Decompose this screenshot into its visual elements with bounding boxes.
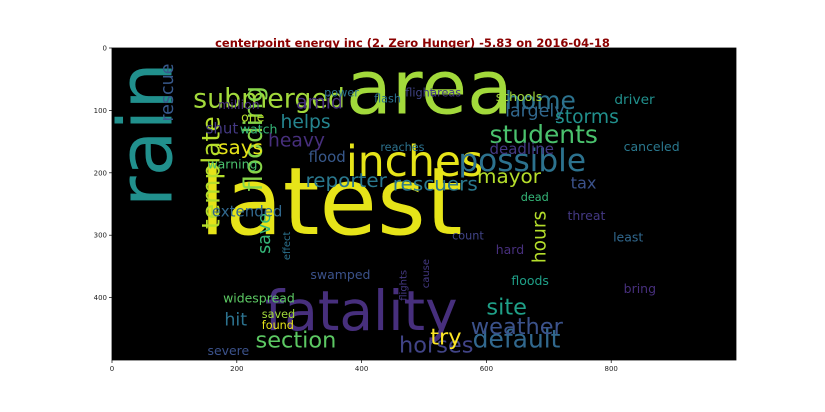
word-schools: schools xyxy=(496,89,542,104)
word-power: power xyxy=(324,87,359,100)
word-site: site xyxy=(486,294,527,320)
y-tick-label: 100 xyxy=(94,107,107,115)
plot-frame xyxy=(111,47,737,361)
word-floods: floods xyxy=(511,273,549,288)
word-save: save xyxy=(255,213,275,254)
plot-background xyxy=(112,48,736,360)
word-hit: hit xyxy=(224,311,247,331)
word-shut: shut xyxy=(206,119,239,137)
word-canceled: canceled xyxy=(624,139,680,154)
word-try: try xyxy=(430,324,461,350)
word-flood: flood xyxy=(309,148,346,166)
y-tick-label: 400 xyxy=(94,294,107,302)
word-home: home xyxy=(505,86,576,115)
word-flash: flash xyxy=(374,92,401,105)
word-swamped: swamped xyxy=(310,267,370,282)
word-weather: weather xyxy=(471,314,564,340)
word-amid: amid xyxy=(296,93,343,114)
word-deadline: deadline xyxy=(490,140,554,158)
word-million: million xyxy=(218,97,260,112)
word-rescue: rescue xyxy=(158,64,178,122)
word-widespread: widespread xyxy=(223,291,295,306)
y-tick-label: 0 xyxy=(103,45,107,53)
chart-title: centerpoint energy inc (2. Zero Hunger) … xyxy=(215,36,610,50)
word-mayor: mayor xyxy=(477,164,542,188)
word-hours: hours xyxy=(530,211,551,264)
y-tick-label: 300 xyxy=(94,232,107,240)
word-section: section xyxy=(256,328,337,354)
y-tick-label: 200 xyxy=(94,169,107,177)
word-cause: cause xyxy=(421,259,432,288)
word-one: one xyxy=(241,110,264,125)
word-template: template xyxy=(196,116,225,229)
word-driver: driver xyxy=(614,92,655,108)
word-possible: possible xyxy=(458,143,586,179)
word-watch: watch xyxy=(240,121,277,136)
word-submerged: submerged xyxy=(193,83,345,114)
word-students: students xyxy=(490,120,598,149)
word-warning: warning xyxy=(207,156,257,171)
word-default: default xyxy=(473,325,561,354)
word-flights: flights xyxy=(399,270,410,301)
word-areas: areas xyxy=(430,87,461,100)
x-tick-label: 600 xyxy=(480,365,493,373)
word-says: says xyxy=(218,135,263,159)
word-inches: inches xyxy=(346,138,483,187)
word-largely: largely xyxy=(505,102,564,122)
word-flight: flight xyxy=(405,87,434,100)
word-heavy: heavy xyxy=(268,131,325,152)
word-dead: dead xyxy=(521,191,549,204)
x-tick-label: 800 xyxy=(605,365,618,373)
word-storms: storms xyxy=(555,107,619,128)
word-reporter: reporter xyxy=(305,168,387,192)
word-extended: extended xyxy=(212,202,283,220)
word-effect: effect xyxy=(282,232,293,261)
word-area: area xyxy=(346,45,513,132)
word-rain: rain xyxy=(102,62,189,207)
word-bring: bring xyxy=(624,281,656,296)
x-tick-label: 400 xyxy=(355,365,368,373)
word-saved: saved xyxy=(262,308,295,321)
word-least: least xyxy=(613,229,643,244)
word-severe: severe xyxy=(207,343,249,358)
x-tick-label: 0 xyxy=(110,365,114,373)
x-tick-label: 200 xyxy=(230,365,243,373)
word-hard: hard xyxy=(496,242,524,257)
word-count: count xyxy=(452,230,484,243)
word-threat: threat xyxy=(568,208,606,223)
word-fatality: fatality xyxy=(265,279,458,343)
word-horses: horses xyxy=(399,333,473,359)
word-latest: latest xyxy=(199,148,462,257)
word-reaches: reaches xyxy=(380,141,424,154)
word-flooding: flooding xyxy=(239,86,269,192)
word-tax: tax xyxy=(571,173,597,192)
word-helps: helps xyxy=(280,112,330,133)
word-found: found xyxy=(262,319,294,332)
word-rescuers: rescuers xyxy=(393,171,478,195)
